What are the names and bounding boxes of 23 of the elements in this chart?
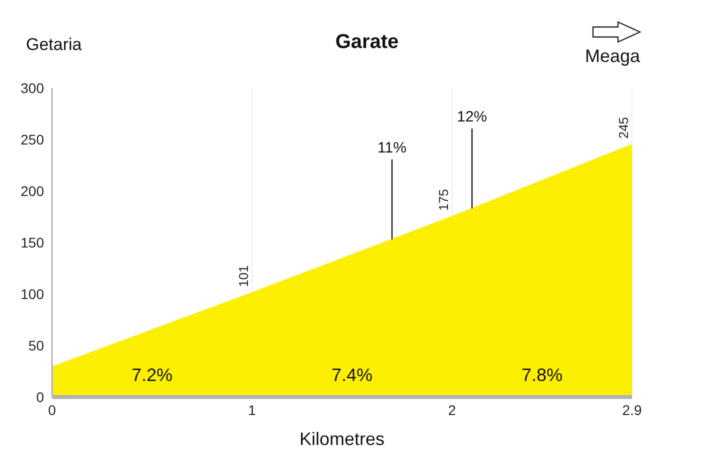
x-tick-label: 1 bbox=[248, 402, 256, 418]
annotation: 12% bbox=[456, 108, 488, 126]
x-axis-title: Kilometres bbox=[299, 429, 385, 449]
y-tick-label: 150 bbox=[20, 234, 44, 250]
y-tick-label: 100 bbox=[20, 286, 44, 302]
annotation: 7.8% bbox=[521, 365, 563, 385]
text: Meaga bbox=[585, 46, 640, 67]
y-tick-label: 250 bbox=[20, 131, 44, 148]
annotation: 7.4% bbox=[331, 365, 373, 385]
text: Getaria bbox=[26, 35, 82, 55]
y-tick-label: 200 bbox=[20, 182, 44, 199]
x-tick-label: 2 bbox=[448, 402, 456, 418]
data-label: 245 bbox=[616, 116, 631, 139]
data-label: 101 bbox=[236, 265, 251, 287]
chart-title: Garate bbox=[334, 31, 400, 54]
y-tick-label: 300 bbox=[20, 80, 44, 96]
data-label: 175 bbox=[436, 189, 451, 211]
x-tick-label: 0 bbox=[48, 402, 56, 418]
annotation: 7.2% bbox=[131, 365, 173, 385]
annotation: 11% bbox=[378, 139, 406, 156]
x-tick-label: 2.9 bbox=[622, 402, 642, 418]
y-tick-label: 50 bbox=[28, 337, 44, 354]
y-tick-label: 0 bbox=[36, 388, 44, 405]
